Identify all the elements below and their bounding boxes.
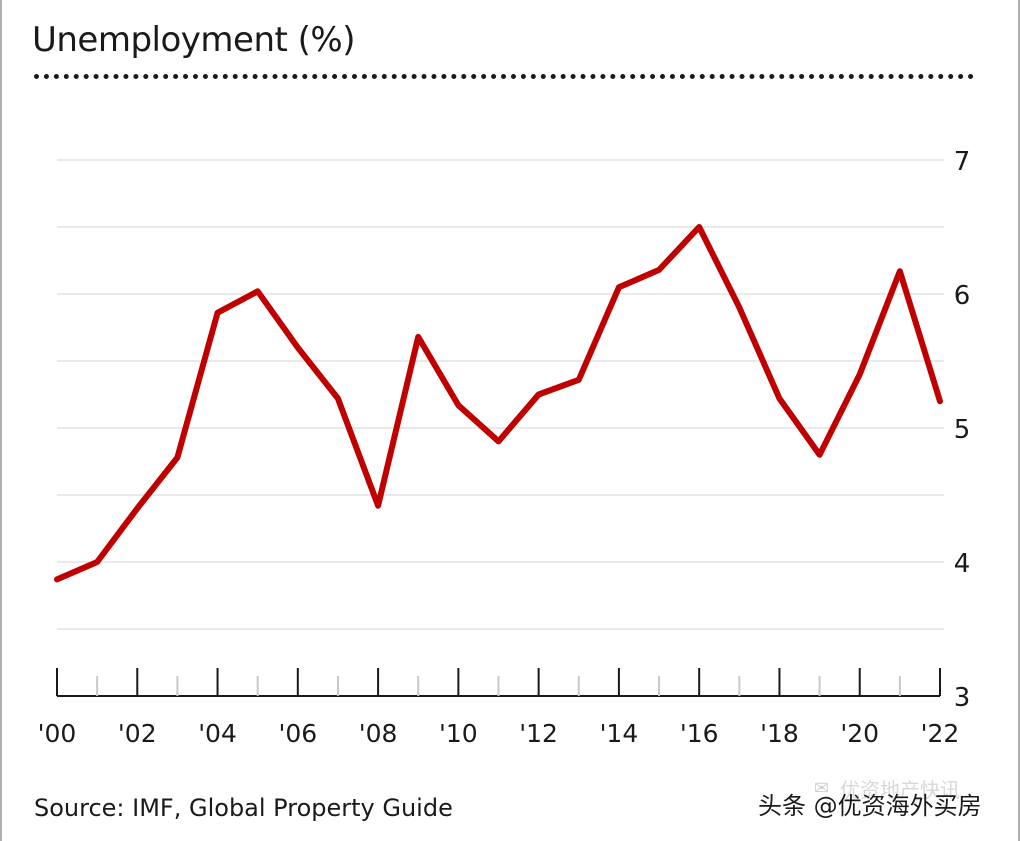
x-tick-label: '02 bbox=[118, 719, 157, 748]
watermark-ghost-text: 优资地产快讯 bbox=[840, 778, 960, 802]
series-layer bbox=[54, 224, 943, 583]
x-axis bbox=[56, 668, 941, 697]
y-tick-label: 7 bbox=[954, 147, 971, 177]
source-note: Source: IMF, Global Property Guide bbox=[34, 794, 453, 822]
title-divider bbox=[34, 74, 974, 79]
x-tick-label: '22 bbox=[921, 719, 960, 748]
x-tick-label: '12 bbox=[519, 719, 558, 748]
x-tick-label: '20 bbox=[840, 719, 879, 748]
watermark-icon: ✉ bbox=[814, 778, 830, 799]
y-tick-label: 4 bbox=[954, 549, 971, 579]
y-tick-label: 3 bbox=[954, 683, 971, 713]
x-tick-label: '06 bbox=[278, 719, 317, 748]
x-tick-label: '16 bbox=[680, 719, 719, 748]
y-axis-labels: 3 4 5 6 7 bbox=[954, 147, 971, 713]
grid-lines bbox=[57, 159, 944, 630]
watermark-text: 头条 @优资海外买房 bbox=[758, 792, 982, 820]
y-tick-label: 5 bbox=[954, 415, 971, 445]
y-tick-label: 6 bbox=[954, 281, 971, 311]
series-line-unemployment bbox=[54, 224, 943, 583]
x-axis-labels: '00 '02 '04 '06 '08 '10 '12 '14 '16 '18 '20 '22 bbox=[38, 719, 960, 748]
x-tick-label: '14 bbox=[600, 719, 639, 748]
x-tick-label: '18 bbox=[760, 719, 799, 748]
x-tick-label: '04 bbox=[198, 719, 237, 748]
x-tick-label: '10 bbox=[439, 719, 478, 748]
x-tick-label: '00 bbox=[38, 719, 77, 748]
x-tick-label: '08 bbox=[359, 719, 398, 748]
chart-title: Unemployment (%) bbox=[32, 20, 356, 60]
